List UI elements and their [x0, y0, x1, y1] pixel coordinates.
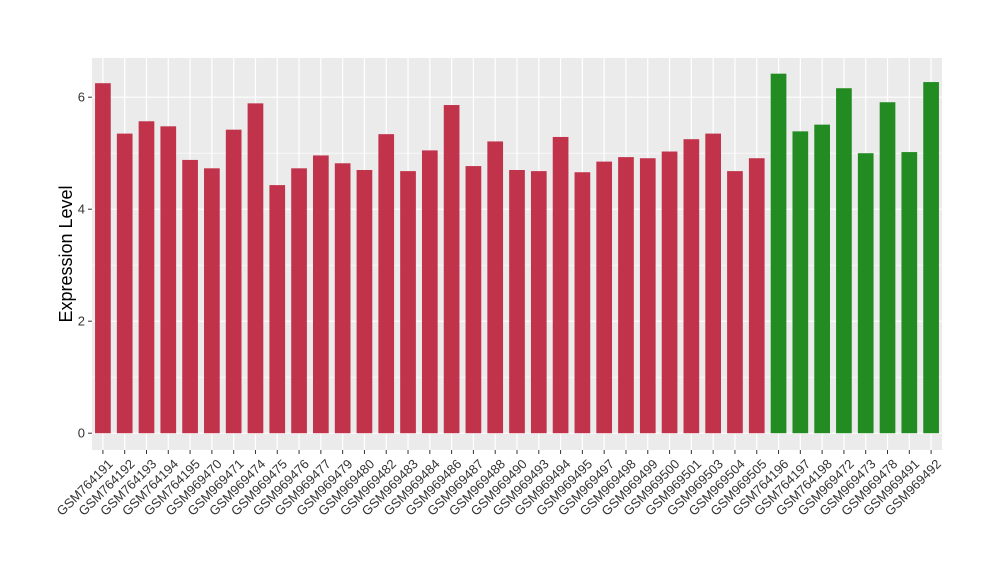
- bar-GSM764196: [770, 73, 787, 434]
- bar-GSM969475: [269, 185, 286, 434]
- bar-GSM969477: [313, 155, 329, 434]
- bar-GSM969490: [509, 170, 525, 434]
- bar-GSM969500: [661, 151, 678, 434]
- bar-GSM969488: [487, 141, 504, 434]
- bar-GSM764193: [138, 121, 155, 434]
- bar-GSM764198: [814, 124, 830, 434]
- bar-GSM969494: [552, 136, 569, 434]
- bar-GSM969492: [923, 82, 939, 434]
- bar-GSM969470: [204, 168, 220, 434]
- bar-GSM764191: [95, 83, 111, 434]
- bar-GSM969501: [683, 139, 700, 434]
- bar-GSM764195: [182, 159, 198, 434]
- y-tick-label: 6: [78, 90, 85, 105]
- bar-GSM969471: [225, 129, 242, 434]
- bar-GSM969484: [421, 150, 438, 434]
- y-axis: 0 2 4 6: [78, 90, 92, 441]
- bar-GSM969491: [901, 152, 918, 434]
- bar-GSM969483: [400, 171, 416, 434]
- bar-GSM969479: [334, 163, 351, 434]
- y-axis-title: Expression Level: [56, 185, 76, 322]
- bar-GSM764197: [792, 131, 809, 434]
- bar-GSM764194: [160, 126, 177, 434]
- bar-GSM969486: [443, 105, 460, 434]
- bars: [95, 73, 939, 434]
- bar-GSM969480: [356, 170, 373, 434]
- y-tick-label: 4: [78, 202, 85, 217]
- bar-GSM969493: [530, 171, 547, 434]
- bar-GSM969472: [836, 88, 852, 434]
- bar-GSM969482: [378, 134, 395, 434]
- x-axis: GSM764191GSM764192GSM764193GSM764194GSM7…: [54, 450, 944, 519]
- bar-GSM969504: [727, 171, 743, 434]
- bar-GSM969499: [639, 158, 656, 434]
- bar-GSM764192: [116, 133, 133, 434]
- bar-GSM969476: [291, 168, 307, 434]
- bar-GSM969503: [705, 133, 721, 434]
- y-tick-label: 2: [78, 314, 85, 329]
- y-tick-label: 0: [78, 426, 85, 441]
- bar-GSM969495: [574, 172, 591, 434]
- bar-GSM969497: [596, 161, 613, 434]
- bar-GSM969473: [857, 153, 874, 434]
- bar-GSM969474: [247, 103, 264, 434]
- bar-GSM969498: [618, 157, 634, 434]
- bar-GSM969505: [748, 158, 765, 434]
- bar-GSM969487: [465, 166, 482, 434]
- bar-GSM969478: [879, 102, 896, 434]
